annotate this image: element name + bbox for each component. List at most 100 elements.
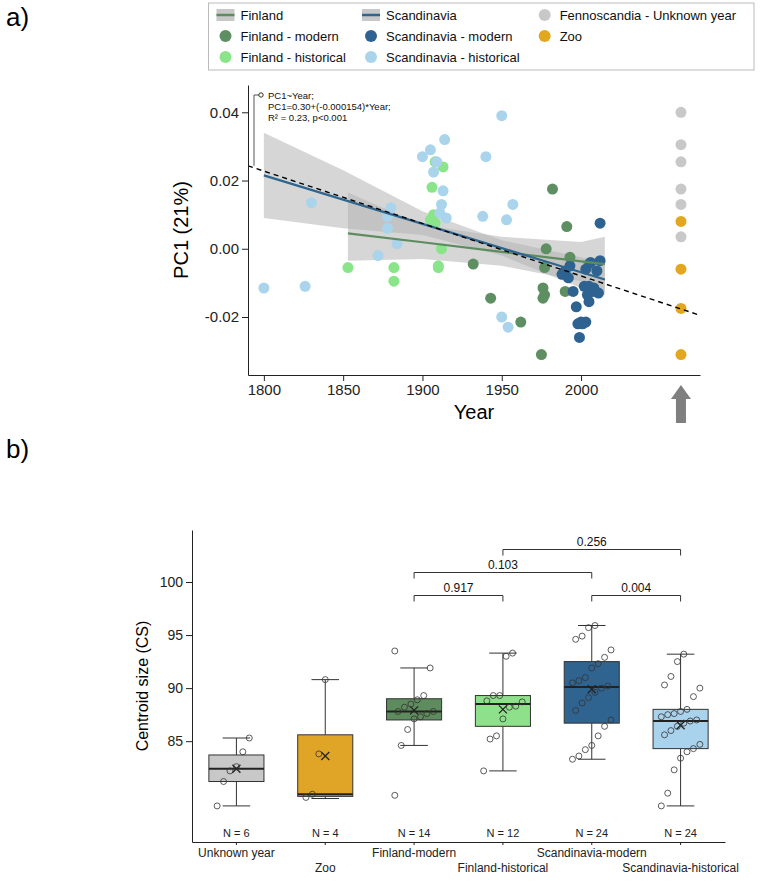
- point: [405, 727, 411, 733]
- point: [573, 707, 579, 713]
- axis-line: [193, 842, 726, 843]
- tick: 0.04: [210, 104, 248, 121]
- box-group: [209, 735, 264, 809]
- tick: 1850: [327, 375, 360, 398]
- point: [227, 768, 233, 774]
- point-group: [468, 184, 595, 360]
- annotation: PC1~Year;: [268, 90, 314, 101]
- point: [662, 732, 668, 738]
- count-label: N = 14: [398, 827, 431, 839]
- tick-label: Unknown year: [198, 846, 275, 860]
- legend-marker: [539, 30, 551, 42]
- point: [513, 703, 519, 709]
- comparison: 0.917: [414, 581, 503, 602]
- box: [298, 735, 353, 797]
- tick: 85: [167, 733, 192, 749]
- axis-title: Centroid size (CS): [134, 621, 151, 752]
- comparison-bracket: [414, 596, 503, 602]
- point: [493, 733, 499, 739]
- whisker-cap: [311, 679, 339, 680]
- point: [221, 779, 227, 785]
- whisker: [414, 668, 415, 699]
- point: [426, 182, 437, 193]
- point: [306, 197, 317, 208]
- tick-label: 85: [167, 733, 183, 749]
- tick: 2000: [565, 375, 598, 398]
- point: [579, 700, 585, 706]
- tick-mark: [242, 317, 248, 318]
- point: [468, 259, 479, 270]
- point: [579, 633, 585, 639]
- point: [568, 286, 579, 297]
- point: [506, 704, 512, 710]
- point: [309, 791, 315, 797]
- tick-mark: [502, 842, 503, 845]
- tick-mark: [186, 741, 192, 742]
- comparison: 0.256: [503, 535, 681, 556]
- point: [675, 303, 686, 314]
- point: [428, 167, 439, 178]
- point: [665, 712, 671, 718]
- whisker: [680, 749, 681, 806]
- tick: Scandinavia-modern: [537, 842, 647, 860]
- regression-line: [264, 175, 605, 279]
- tick-label: 1950: [486, 381, 519, 398]
- point: [681, 720, 687, 726]
- axis: Unknown yearZooFinland-modernFinland-his…: [193, 842, 739, 875]
- point: [477, 211, 488, 222]
- point: [592, 623, 598, 629]
- point: [697, 685, 703, 691]
- point: [675, 156, 686, 167]
- point: [246, 735, 252, 741]
- p-value: 0.103: [488, 558, 518, 572]
- point: [425, 144, 436, 155]
- point: [537, 293, 548, 304]
- box: [475, 696, 530, 727]
- legend-label: Scandinavia: [386, 8, 458, 23]
- point: [571, 301, 582, 312]
- axis-line: [192, 531, 193, 843]
- point: [563, 272, 574, 283]
- point: [602, 654, 608, 660]
- legend-label: Fennoscandia - Unknown year: [560, 8, 737, 23]
- point: [668, 728, 674, 734]
- tick-label: Scandinavia-historical: [622, 861, 739, 875]
- point-group: [342, 156, 448, 286]
- point: [576, 678, 582, 684]
- point: [595, 218, 606, 229]
- tick-mark: [242, 112, 248, 113]
- count-label: N = 24: [575, 827, 608, 839]
- whisker-cap: [489, 770, 517, 771]
- axis: 18001850190019502000: [248, 375, 701, 398]
- whisker: [502, 653, 503, 695]
- tick-label: Finland-historical: [458, 861, 549, 875]
- legend-frame: [208, 3, 754, 70]
- point: [401, 704, 407, 710]
- point: [233, 764, 239, 770]
- point: [496, 110, 507, 121]
- point: [675, 216, 686, 227]
- plot-area: [248, 107, 700, 360]
- tick: -0.02: [205, 308, 248, 325]
- point: [431, 156, 442, 167]
- point: [605, 683, 611, 689]
- tick: 90: [167, 680, 192, 696]
- tick: 0.02: [210, 172, 248, 189]
- point: [593, 288, 604, 299]
- point-group: [675, 107, 686, 243]
- box: [387, 699, 442, 720]
- legend-marker: [539, 9, 551, 21]
- point: [418, 714, 424, 720]
- point: [586, 695, 592, 701]
- point: [589, 665, 595, 671]
- figure: a)-0.020.000.020.0418001850190019502000Y…: [0, 0, 760, 883]
- legend: FinlandScandinaviaFennoscandia - Unknown…: [208, 3, 754, 70]
- tick-label: 90: [167, 680, 183, 696]
- point: [430, 708, 436, 714]
- panel-a: a)-0.020.000.020.0418001850190019502000Y…: [6, 2, 754, 423]
- tick: Zoo: [315, 842, 336, 875]
- p-value: 0.917: [443, 581, 473, 595]
- point: [582, 747, 588, 753]
- point: [595, 661, 601, 667]
- point: [589, 742, 595, 748]
